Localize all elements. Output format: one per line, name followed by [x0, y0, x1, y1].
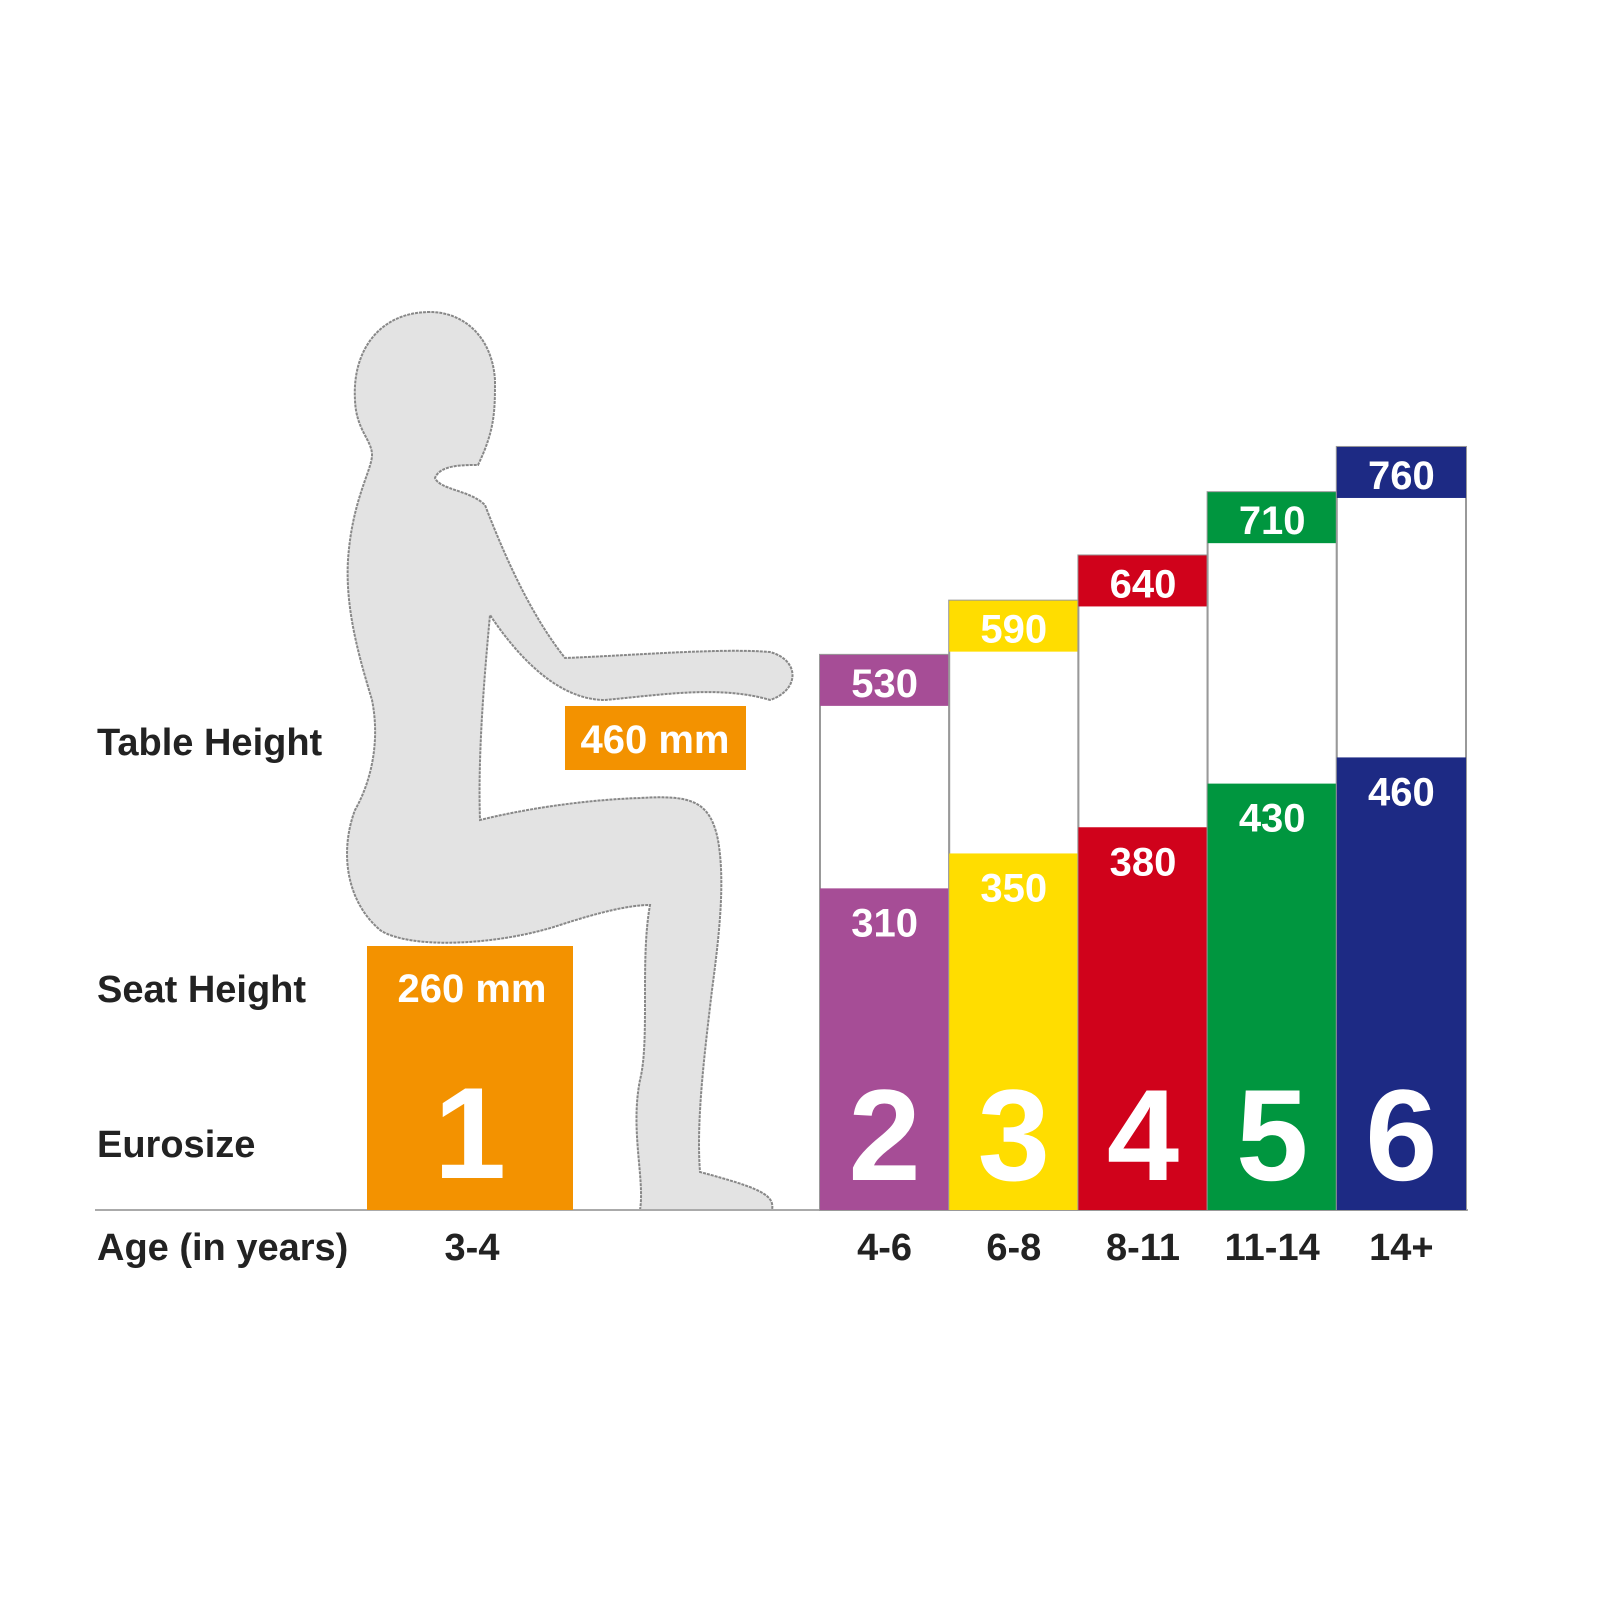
- size-5-eurosize: 5: [1236, 1062, 1308, 1208]
- row-label-age: Age (in years): [97, 1227, 348, 1269]
- size-3-table-label: 590: [980, 608, 1047, 652]
- size-1-table-label-box: [565, 706, 746, 770]
- row-label-table-height: Table Height: [97, 722, 323, 764]
- size-4-age: 8-11: [1106, 1227, 1180, 1269]
- size-1-table-label: 460 mm: [581, 718, 730, 762]
- size-2-age: 4-6: [857, 1227, 912, 1269]
- size-6-age: 14+: [1369, 1227, 1433, 1269]
- size-1-seat-label: 260 mm: [398, 967, 547, 1011]
- size-2-table-band: [820, 654, 950, 706]
- size-2-eurosize: 2: [848, 1062, 920, 1208]
- size-4-seat-bar: [1078, 827, 1208, 1210]
- size-4-table-band: [1078, 555, 1208, 607]
- size-5-seat-label: 430: [1239, 797, 1306, 841]
- size-5-table-band: [1207, 492, 1337, 544]
- size-6-seat-bar: [1336, 757, 1466, 1210]
- size-4-eurosize: 4: [1107, 1062, 1179, 1208]
- size-2-seat-label: 310: [851, 901, 918, 945]
- size-2-seat-bar: [820, 888, 950, 1210]
- size-1-age: 3-4: [445, 1227, 500, 1269]
- row-label-eurosize: Eurosize: [97, 1124, 255, 1166]
- size-1-seat-bar: [367, 946, 573, 1210]
- size-6-eurosize: 6: [1365, 1062, 1437, 1208]
- size-6-table-label: 760: [1368, 454, 1435, 498]
- size-5-seat-bar: [1207, 783, 1337, 1210]
- size-5-age: 11-14: [1225, 1227, 1320, 1269]
- size-4-table-label: 640: [1110, 562, 1177, 606]
- size-4-seat-label: 380: [1110, 840, 1177, 884]
- size-3-age: 6-8: [986, 1227, 1041, 1269]
- size-2-table-label: 530: [851, 662, 918, 706]
- seated-child-figure: [346, 310, 794, 1211]
- size-6-table-band: [1336, 446, 1466, 498]
- size-3-seat-label: 350: [980, 866, 1047, 910]
- size-3-seat-bar: [949, 853, 1079, 1210]
- row-label-seat-height: Seat Height: [97, 969, 306, 1011]
- size-6-seat-label: 460: [1368, 770, 1435, 814]
- size-3-table-band: [949, 600, 1079, 652]
- size-1-eurosize: 1: [434, 1060, 506, 1206]
- size-3-eurosize: 3: [978, 1062, 1050, 1208]
- size-5-table-label: 710: [1239, 499, 1306, 543]
